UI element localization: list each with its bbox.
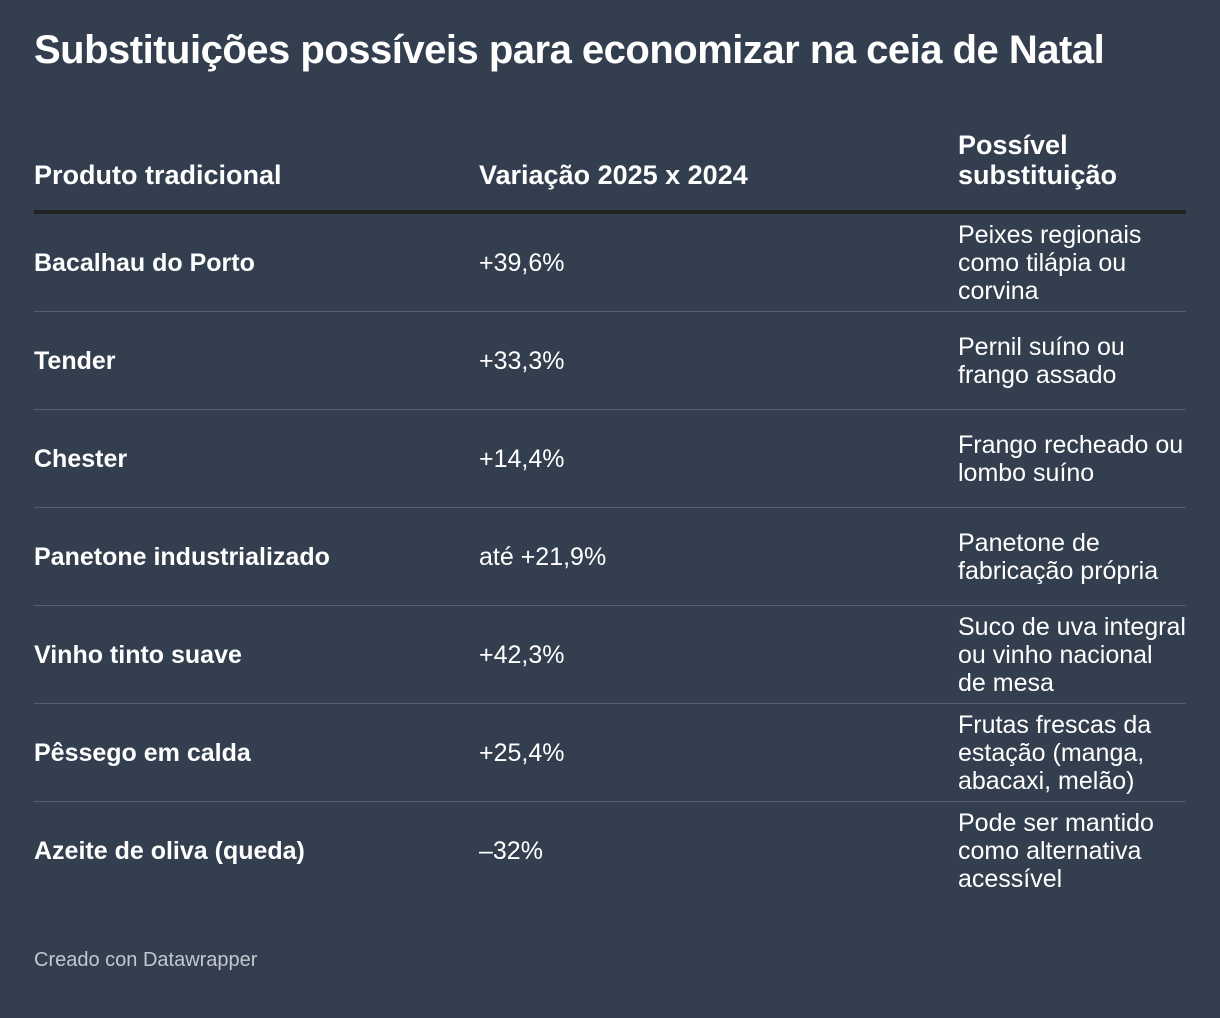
title: Substituições possíveis para economizar … (34, 28, 1105, 72)
table-row: Vinho tinto suave +42,3% Suco de uva integ… (34, 605, 1186, 704)
table-cell: Azeite de oliva (queda) (34, 836, 305, 865)
table-row: Pêssego em calda +25,4% Frutas frescas da … (34, 703, 1186, 802)
table-cell: +39,6% (479, 212, 958, 312)
table-row: Chester +14,4% Frango recheado ou lombo su… (34, 409, 1186, 508)
table-cell: +33,3% (479, 311, 958, 410)
table-cell: Frutas frescas da estação (manga, abacax… (958, 703, 1186, 802)
column-header: Possível substituição (958, 130, 1186, 214)
header-row: Produto tradicional Variação 2025 x 2024 P… (34, 130, 1186, 214)
column-header: Produto tradicional (34, 130, 479, 214)
table-cell: Pode ser mantido como alternativa acessí… (958, 808, 1154, 893)
table-cell: –32% (479, 836, 543, 865)
table-body: Bacalhau do Porto +39,6% Peixes regionais … (34, 212, 1186, 899)
table-row: Azeite de oliva (queda) –32% Pode ser mant… (34, 802, 1186, 900)
table-cell: Suco de uva integral ou vinho nacional d… (958, 605, 1186, 704)
table-cell: até +21,9% (479, 507, 958, 606)
table-cell: Vinho tinto suave (34, 605, 479, 704)
table-cell: Pernil suíno ou frango assado (958, 311, 1186, 410)
table-cell: Panetone industrializado (34, 507, 479, 606)
table-row: Bacalhau do Porto +39,6% Peixes regionais … (34, 212, 1186, 312)
column-header: Variação 2025 x 2024 (479, 130, 958, 214)
table-cell: Peixes regionais como tilápia ou corvina (958, 212, 1186, 312)
table-row: Tender +33,3% Pernil suíno ou frango assad… (34, 311, 1186, 410)
table-cell: Pêssego em calda (34, 703, 479, 802)
table-cell: +14,4% (479, 409, 958, 508)
table-cell: Bacalhau do Porto (34, 212, 479, 312)
table-cell: Panetone de fabricação própria (958, 507, 1186, 606)
table-cell: Frango recheado ou lombo suíno (958, 409, 1186, 508)
table-row: Panetone industrializado até +21,9% Paneto… (34, 507, 1186, 606)
table: Produto tradicional Variação 2025 x 2024 P… (34, 130, 1186, 899)
table-cell: +42,3% (479, 605, 958, 704)
table-cell: +25,4% (479, 703, 958, 802)
table-cell: Tender (34, 311, 479, 410)
table-cell: Chester (34, 409, 479, 508)
credit: Creado con Datawrapper (34, 949, 258, 971)
